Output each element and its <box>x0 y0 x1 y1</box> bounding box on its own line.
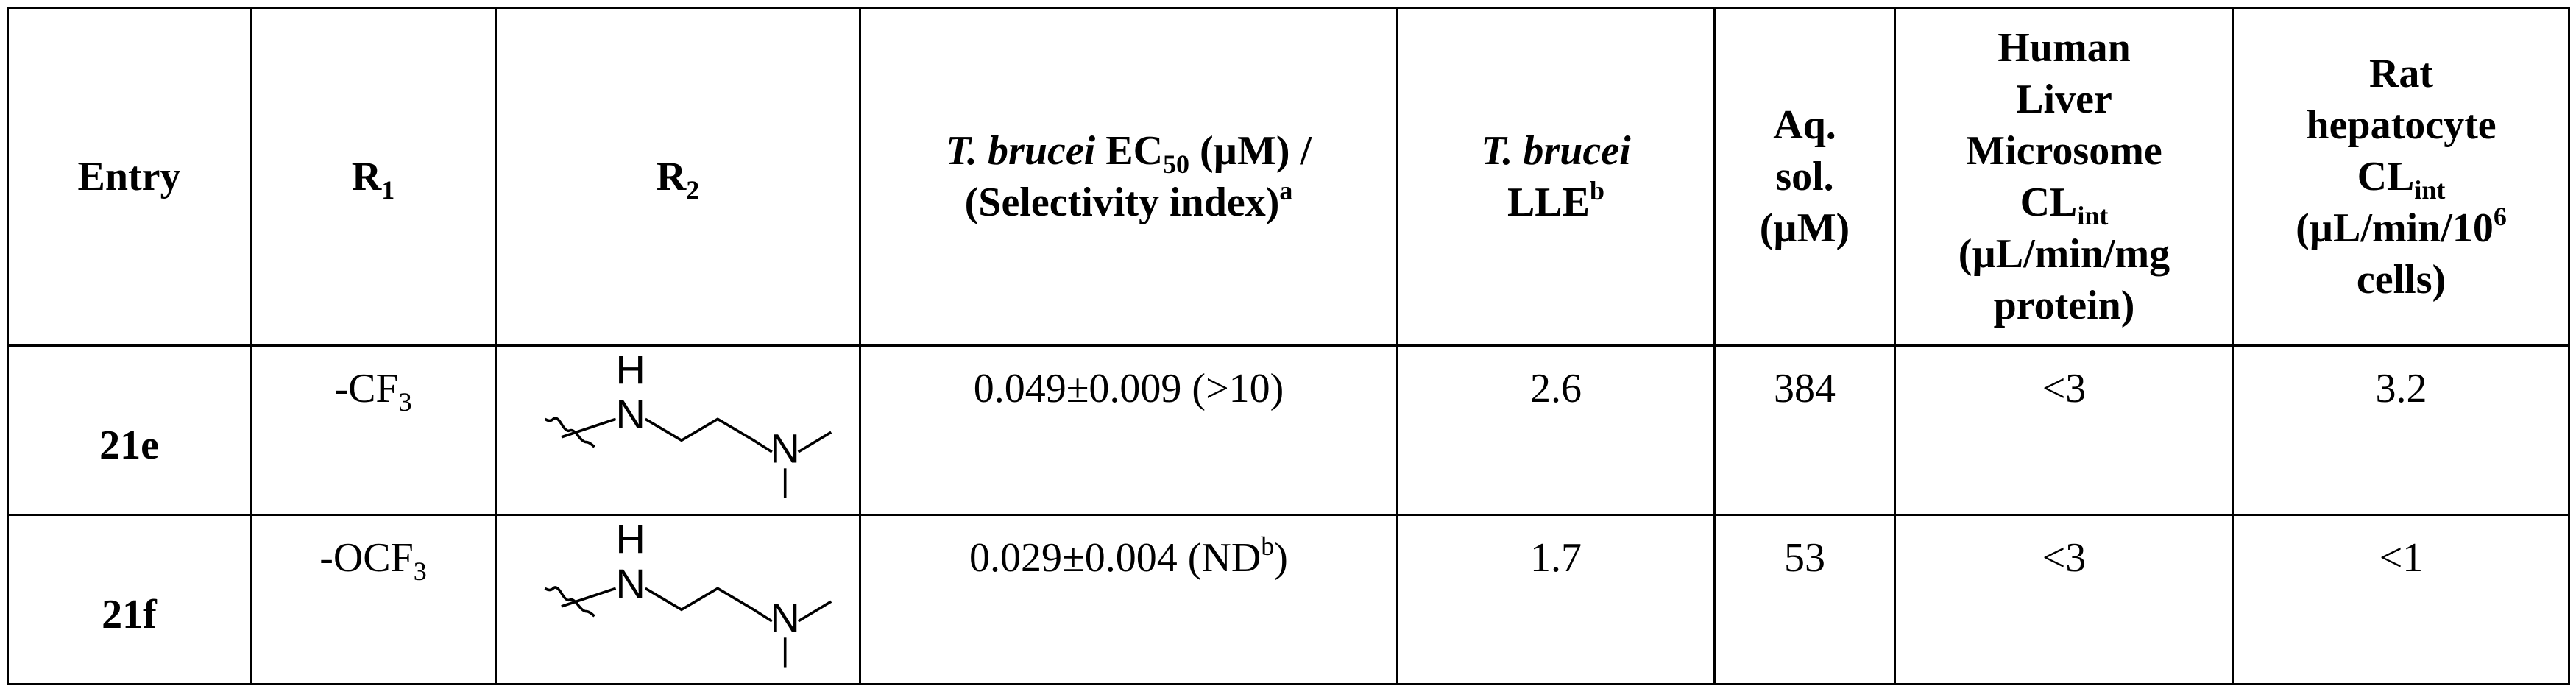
cell-text: 0.049±0.009 (>10) <box>973 366 1284 411</box>
atom-label: N <box>615 391 645 437</box>
header-text: cells) <box>2356 257 2446 303</box>
r1-cell: -CF3 <box>250 344 497 516</box>
structure: H N N <box>544 515 832 668</box>
bond <box>560 417 616 439</box>
header-text: CL <box>2357 154 2415 199</box>
header-text: sol. <box>1775 154 1834 199</box>
rat-cell: 3.2 <box>2232 344 2570 516</box>
header-text: protein) <box>1993 283 2135 328</box>
bond <box>797 600 832 623</box>
table-row: 21f -OCF3 H N N 0.029±0.004 (NDb) 1.7 53… <box>7 514 2570 685</box>
subscript: 2 <box>686 175 700 205</box>
subscript: int <box>2077 201 2109 230</box>
atom-label: H <box>615 347 645 392</box>
entry-cell: 21e <box>7 344 252 516</box>
header-text: (µL/min/mg <box>1958 231 2170 277</box>
header-cell: Rat hepatocyte CLint (µL/min/106 cells) <box>2232 7 2570 347</box>
cell-text: -OCF <box>319 535 414 581</box>
lle-cell: 2.6 <box>1396 344 1716 516</box>
header-text: Entry <box>77 154 181 199</box>
subscript: int <box>2414 175 2446 205</box>
cell-text: ) <box>1274 535 1288 581</box>
header-cell: Human Liver Microsome CLint (µL/min/mg protei… <box>1894 7 2234 347</box>
ec50-cell: 0.029±0.004 (NDb) <box>859 514 1398 685</box>
header-text: hepatocyte <box>2306 102 2497 148</box>
header-row: Entry R1 R2 T. brucei EC50 (µM) / (Select… <box>7 7 2570 347</box>
header-text: EC <box>1095 128 1164 174</box>
structure: H N N <box>544 346 832 498</box>
table-row: 21e -CF3 H N N 0.049±0.009 (>10) 2.6 384… <box>7 344 2570 516</box>
cell-text: 0.029±0.004 (ND <box>969 535 1262 581</box>
subscript: 3 <box>398 387 412 417</box>
r2-cell: H N N <box>495 344 861 516</box>
data-table: Entry R1 R2 T. brucei EC50 (µM) / (Select… <box>7 7 2570 685</box>
header-text: LLE <box>1507 180 1590 225</box>
hlm-cell: <3 <box>1894 514 2234 685</box>
header-cell: R1 <box>250 7 497 347</box>
header-cell: Aq. sol. (µM) <box>1713 7 1896 347</box>
wavy-bond <box>544 417 595 448</box>
bond <box>644 417 773 453</box>
bond <box>644 587 773 623</box>
header-text: Liver <box>2016 77 2112 122</box>
header-text: Human <box>1998 25 2131 71</box>
header-text: (µM) / <box>1189 128 1312 174</box>
subscript: 3 <box>413 556 427 586</box>
entry-cell: 21f <box>7 514 252 685</box>
subscript: 1 <box>381 175 395 205</box>
r2-cell: H N N <box>495 514 861 685</box>
ec50-cell: 0.049±0.009 (>10) <box>859 344 1398 516</box>
header-text: T. brucei <box>945 128 1096 174</box>
header-cell: R2 <box>495 7 861 347</box>
superscript: 6 <box>2493 202 2507 231</box>
superscript: b <box>1590 176 1605 205</box>
atom-label: N <box>770 595 799 641</box>
cell-text: -CF <box>334 366 399 411</box>
atom-label: N <box>615 560 645 607</box>
bond <box>797 431 832 453</box>
header-text: T. brucei <box>1481 128 1631 174</box>
header-text: Rat <box>2368 51 2434 96</box>
solubility-cell: 384 <box>1713 344 1896 516</box>
header-cell: T. brucei EC50 (µM) / (Selectivity index)… <box>859 7 1398 347</box>
header-text: CL <box>2020 180 2078 225</box>
hlm-cell: <3 <box>1894 344 2234 516</box>
header-text: (Selectivity index) <box>964 180 1280 225</box>
header-text: (µM) <box>1759 205 1850 251</box>
header-text: Aq. <box>1773 102 1836 148</box>
rat-cell: <1 <box>2232 514 2570 685</box>
subscript: 50 <box>1163 149 1190 179</box>
r1-cell: -OCF3 <box>250 514 497 685</box>
atom-label: H <box>615 516 645 562</box>
header-cell: T. brucei LLEb <box>1396 7 1716 347</box>
superscript: a <box>1279 176 1293 205</box>
atom-label: N <box>770 425 799 472</box>
header-text: (µL/min/10 <box>2296 205 2494 251</box>
header-text: Microsome <box>1966 128 2162 174</box>
superscript: b <box>1261 531 1275 561</box>
solubility-cell: 53 <box>1713 514 1896 685</box>
bond <box>560 587 616 608</box>
wavy-bond <box>544 586 595 618</box>
lle-cell: 1.7 <box>1396 514 1716 685</box>
header-cell: Entry <box>7 7 252 347</box>
header-text: R <box>656 154 687 199</box>
header-text: R <box>351 154 382 199</box>
